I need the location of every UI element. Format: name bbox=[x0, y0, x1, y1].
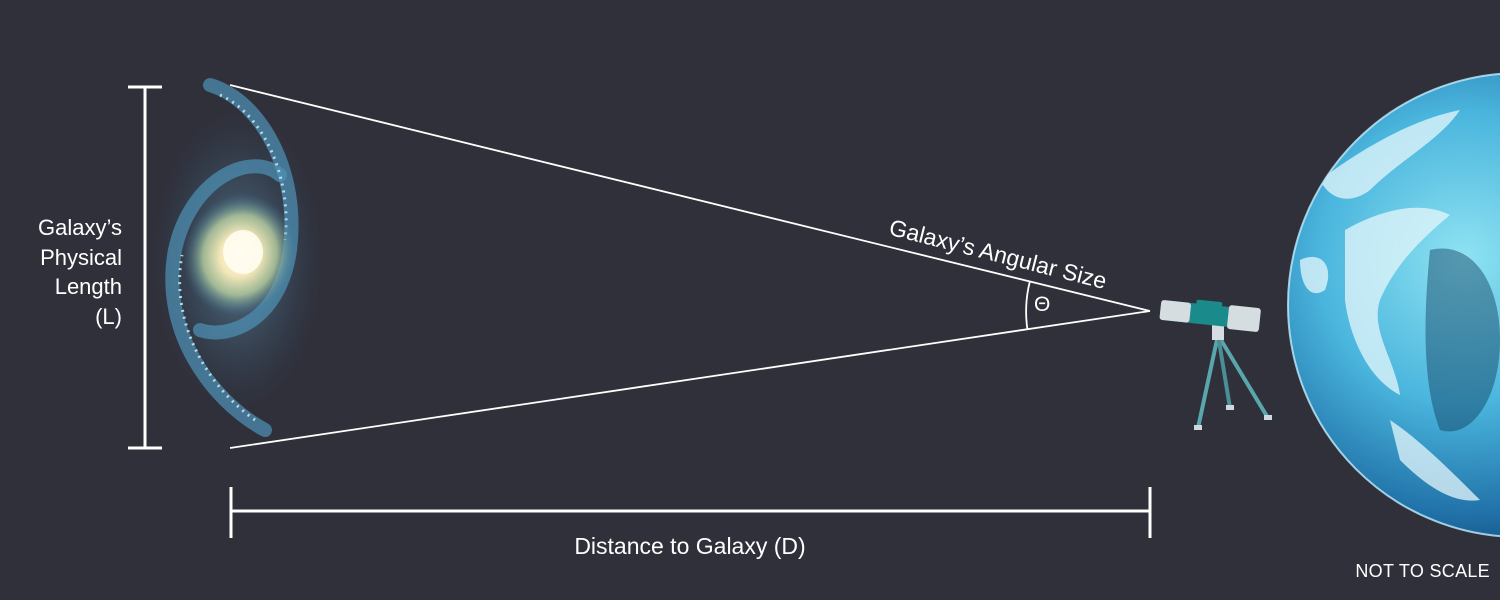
length-label-line-2: Physical bbox=[40, 244, 122, 270]
telescope-icon bbox=[1159, 299, 1272, 430]
length-label-line-4: (L) bbox=[95, 303, 122, 329]
theta-symbol: Θ bbox=[1034, 293, 1051, 316]
distance-bracket bbox=[229, 487, 1152, 538]
length-label-line-1: Galaxy’s bbox=[38, 215, 122, 240]
lower-sight-line bbox=[229, 310, 1151, 449]
galaxy-icon bbox=[153, 78, 323, 437]
upper-sight-line bbox=[229, 84, 1151, 312]
earth-icon bbox=[1287, 72, 1500, 538]
length-bracket bbox=[128, 85, 162, 450]
angle-arc bbox=[1025, 281, 1031, 330]
distance-label: Distance to Galaxy (D) bbox=[574, 533, 806, 559]
physical-length-label: Galaxy’s Physical Length (L) bbox=[0, 213, 122, 331]
sight-lines bbox=[229, 84, 1151, 449]
length-label-line-3: Length bbox=[54, 274, 122, 299]
not-to-scale-note: NOT TO SCALE bbox=[1355, 561, 1490, 581]
